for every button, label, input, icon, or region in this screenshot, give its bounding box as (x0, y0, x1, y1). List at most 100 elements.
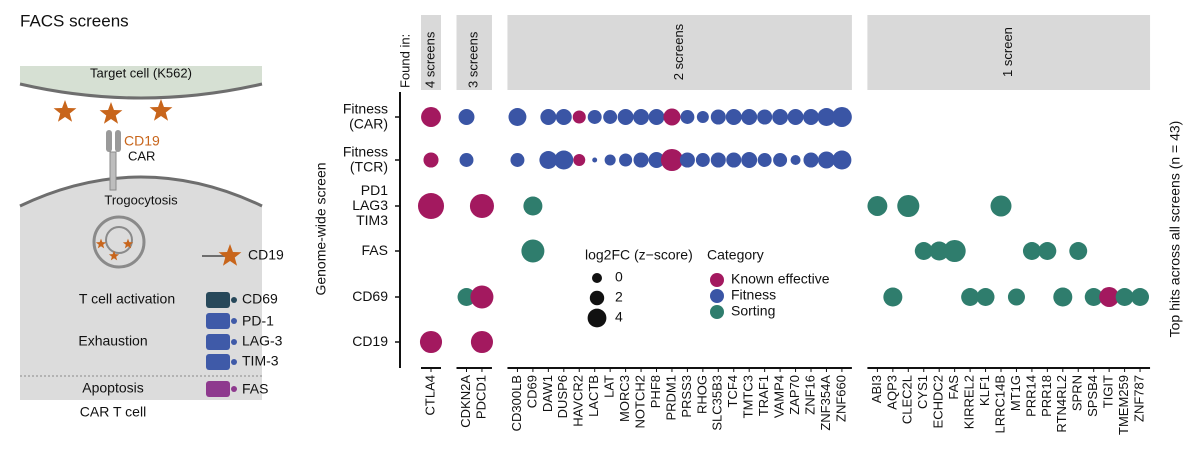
x-tick-label: ZNF16 (802, 375, 817, 415)
dot (458, 109, 475, 125)
dot (832, 150, 852, 170)
dot (633, 152, 649, 168)
dot (1022, 242, 1041, 260)
dot (554, 150, 574, 170)
dot (1099, 287, 1120, 307)
pd1-receptor (206, 313, 230, 329)
x-tick-label: TCF4 (725, 375, 740, 408)
x-tick-label: TMEM259 (1116, 375, 1131, 435)
x-tick-label: CD300LB (509, 375, 524, 431)
dot (419, 330, 443, 354)
legend-swatch (710, 305, 724, 319)
dot (867, 196, 888, 216)
y-tick-label: CD69 (352, 288, 388, 304)
car-stalk (109, 151, 117, 191)
dot (470, 285, 494, 309)
dot (523, 196, 543, 216)
legend-label: Sorting (731, 303, 775, 319)
dot (929, 241, 949, 261)
cd19-star (53, 100, 77, 122)
x-tick-label: MT1G (1008, 375, 1023, 411)
x-tick-label: CTLA4 (422, 375, 437, 415)
receptor-knob (231, 386, 237, 392)
dot (540, 109, 557, 125)
dot (1038, 242, 1057, 260)
x-tick-label: TRAF1 (756, 375, 771, 416)
group-title: Found in: (397, 34, 412, 88)
dot (539, 151, 558, 169)
dot (521, 239, 545, 263)
activation-label: T cell activation (79, 291, 175, 307)
dot (617, 109, 634, 125)
schematic: FACS screens Target cell (K562) CD19 CAR… (19, 11, 284, 420)
panel-title: FACS screens (20, 11, 129, 30)
exhaustion-label: Exhaustion (78, 333, 147, 349)
x-tick-label: PHF8 (648, 375, 663, 408)
x-tick-label: PRR18 (1039, 375, 1054, 417)
endosome (92, 215, 146, 269)
dot (976, 288, 995, 306)
x-tick-label: SPRN (1070, 375, 1085, 411)
y-tick-label-line: Fitness (343, 100, 388, 116)
dot (680, 110, 695, 124)
x-tick-label: NOTCH2 (632, 375, 647, 428)
group-header (507, 15, 852, 90)
dot (710, 152, 726, 168)
group-header (456, 15, 492, 90)
dot (725, 109, 742, 125)
size-legend-dot (589, 290, 605, 306)
x-tick-label: DAW1 (540, 375, 555, 412)
y-tick-label-line: LAG3 (352, 197, 388, 213)
dot (741, 152, 758, 168)
size-legend-dot (587, 308, 607, 328)
dot (648, 109, 665, 125)
x-tick-label: LRRC14B (992, 375, 1007, 434)
size-legend-dot (592, 273, 602, 283)
car-receptor (106, 130, 112, 152)
dot (961, 288, 980, 306)
dot (1053, 287, 1073, 307)
dot (470, 330, 494, 354)
target-cell-label: Target cell (K562) (90, 65, 192, 80)
dot-plot: Genome-wide screen Top hits across all s… (313, 15, 1183, 435)
y-tick-label: Fitness (TCR) (343, 143, 388, 174)
lag3-label: LAG-3 (242, 333, 283, 349)
size-legend-label: 4 (615, 309, 623, 325)
y-tick-label-line: Fitness (343, 143, 388, 159)
dot (633, 109, 650, 125)
x-tick-label: PDCD1 (473, 375, 488, 419)
dot (679, 152, 695, 168)
target-membrane (19, 82, 263, 100)
dot (710, 109, 726, 125)
x-tick-label: ECHDC2 (931, 375, 946, 428)
x-tick-label: ZAP70 (787, 375, 802, 415)
cd19-star (149, 99, 173, 121)
t-cell-label: CAR T cell (80, 404, 146, 420)
dot (790, 155, 801, 165)
cd19-label: CD19 (248, 247, 284, 263)
y-tick-label-line: CD69 (352, 288, 388, 304)
dot (1069, 242, 1088, 260)
dot (831, 107, 852, 127)
dot (990, 195, 1012, 217)
dot (508, 108, 527, 126)
dot (604, 154, 616, 166)
y-tick-label-line: PD1 (361, 182, 388, 198)
dot (696, 111, 709, 123)
car-antigen-label: CD19 (124, 133, 160, 149)
x-tick-label: KLF1 (977, 375, 992, 406)
y-tick-label: PD1 LAG3 TIM3 (352, 182, 388, 228)
group-label: 4 screens (422, 31, 437, 88)
x-tick-label: CD69 (524, 375, 539, 408)
dot (726, 152, 742, 168)
trogocytosis-label: Trogocytosis (104, 192, 178, 207)
x-tick-label: SLC35B3 (710, 375, 725, 431)
x-tick-label: PRSS3 (679, 375, 694, 418)
car-label: CAR (128, 148, 155, 163)
dot (817, 108, 836, 126)
dot (914, 242, 933, 260)
dot (943, 239, 966, 263)
dot (469, 193, 494, 219)
x-tick-label: RTN4RL2 (1054, 375, 1069, 433)
dot (1115, 288, 1134, 306)
